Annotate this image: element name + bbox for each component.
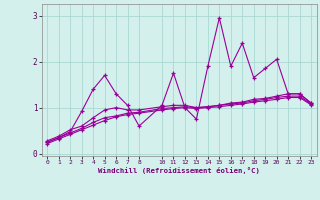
X-axis label: Windchill (Refroidissement éolien,°C): Windchill (Refroidissement éolien,°C) bbox=[98, 167, 260, 174]
